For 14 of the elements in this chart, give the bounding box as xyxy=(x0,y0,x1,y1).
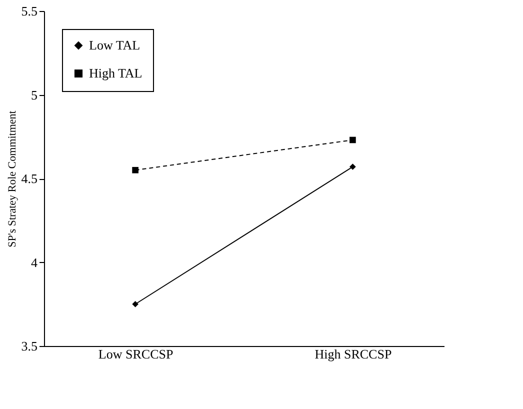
point xyxy=(350,164,356,170)
y-tick-label: 3.5 xyxy=(21,338,38,354)
x-tick-label: High SRCCSP xyxy=(314,346,392,362)
legend-label: Low TAL xyxy=(89,38,140,52)
point xyxy=(132,300,138,308)
point xyxy=(132,166,138,174)
x-tick-label: Low SRCCSP xyxy=(98,346,174,362)
y-tick-label: 5.5 xyxy=(21,4,38,18)
legend-label: High TAL xyxy=(89,66,142,80)
y-tick-label: 4.5 xyxy=(21,171,38,186)
y-tick-label: 5 xyxy=(31,87,38,102)
y-axis-title: SP's Stratey Role Commitment xyxy=(6,110,18,248)
y-tick-label: 4 xyxy=(31,254,38,270)
point xyxy=(350,136,356,144)
